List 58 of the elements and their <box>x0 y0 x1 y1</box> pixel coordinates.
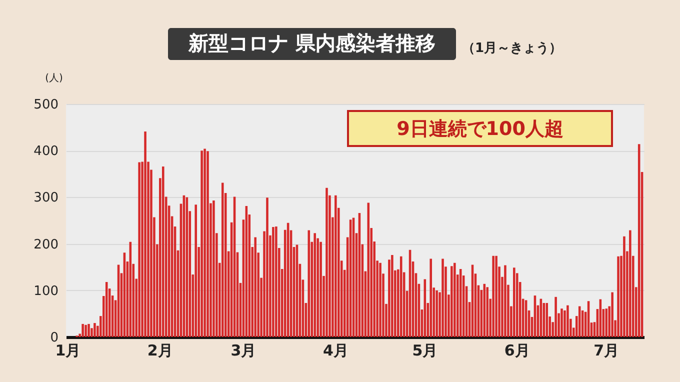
x-tick-label: 2月 <box>147 342 173 360</box>
bar <box>254 237 256 337</box>
bar <box>275 226 278 337</box>
bar <box>144 131 146 337</box>
bar <box>162 166 164 337</box>
bar <box>560 308 563 337</box>
bar <box>492 256 494 337</box>
y-tick-label: 300 <box>34 190 58 206</box>
bar <box>82 324 84 337</box>
bar <box>623 236 626 337</box>
bar <box>320 242 322 337</box>
y-axis-title: (人) <box>45 73 63 84</box>
bar <box>436 290 438 337</box>
bar <box>629 230 632 337</box>
bar <box>194 204 197 337</box>
bar <box>454 262 456 337</box>
x-tick-label: 3月 <box>230 342 256 360</box>
bar <box>617 256 620 337</box>
x-tick-label: 4月 <box>322 342 348 360</box>
y-tick-label: 200 <box>34 237 58 252</box>
bar <box>546 302 548 337</box>
bar <box>442 258 444 337</box>
bar <box>367 202 370 337</box>
bar <box>84 324 87 337</box>
bar <box>430 258 432 337</box>
bar <box>212 200 215 337</box>
y-tick-label: 100 <box>34 284 58 299</box>
chart-title: 新型コロナ 県内感染者推移 <box>188 31 436 55</box>
x-tick-label: 5月 <box>412 342 438 360</box>
bar <box>450 266 453 337</box>
x-tick-label: 7月 <box>594 342 620 360</box>
bar <box>138 162 140 337</box>
annotation: 9日連続で100人超 <box>396 118 564 140</box>
bar <box>504 265 506 337</box>
bar <box>379 262 382 337</box>
bar <box>272 227 274 337</box>
bar <box>204 148 206 337</box>
bar <box>391 254 394 337</box>
x-tick-label: 6月 <box>504 342 530 360</box>
bar <box>88 324 90 337</box>
bar <box>314 233 316 337</box>
bar <box>334 195 337 337</box>
bar <box>326 188 328 337</box>
bar <box>206 151 209 337</box>
y-tick-label: 500 <box>34 98 58 112</box>
bar <box>486 287 489 337</box>
bar <box>495 256 498 337</box>
bar <box>513 268 516 337</box>
bar <box>611 292 614 337</box>
y-tick-label: 400 <box>34 144 58 160</box>
bar <box>566 305 569 337</box>
chart-subtitle: （1月～きょう） <box>462 41 562 56</box>
bar <box>266 198 268 337</box>
bar <box>221 182 224 337</box>
bar <box>554 296 557 337</box>
bar <box>605 308 608 337</box>
bar <box>200 150 203 337</box>
bar <box>94 323 96 337</box>
